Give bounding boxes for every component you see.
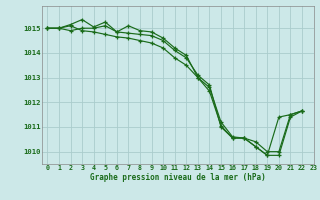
X-axis label: Graphe pression niveau de la mer (hPa): Graphe pression niveau de la mer (hPa) bbox=[90, 173, 266, 182]
